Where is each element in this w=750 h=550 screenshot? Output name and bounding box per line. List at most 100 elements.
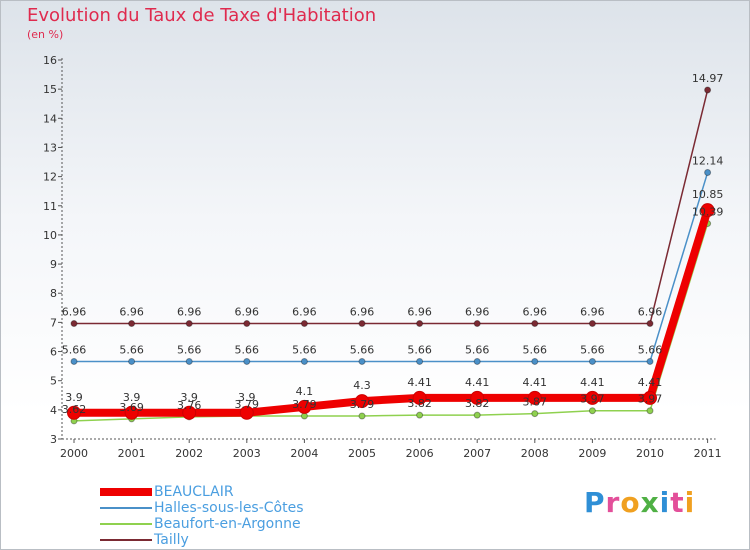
- series-line: [73, 89, 709, 325]
- data-point: [70, 357, 78, 365]
- y-tick-label: 11: [43, 200, 57, 213]
- data-point: [243, 320, 251, 328]
- data-point: [124, 405, 139, 420]
- data-point: [646, 407, 654, 415]
- y-tick-label: 13: [43, 141, 57, 154]
- data-label: 4.41: [407, 376, 432, 389]
- y-tick-label: 7: [50, 316, 57, 329]
- data-label: 4.41: [580, 376, 605, 389]
- data-label: 4.41: [465, 376, 490, 389]
- data-point: [646, 320, 654, 328]
- data-label: 5.66: [119, 343, 144, 356]
- data-label: 12.14: [692, 155, 724, 168]
- data-point: [416, 357, 424, 365]
- data-point: [700, 203, 715, 218]
- data-point: [416, 411, 424, 419]
- series-line: [70, 206, 712, 417]
- legend-label: BEAUCLAIR: [154, 484, 234, 500]
- x-tick-label: 2011: [694, 447, 722, 460]
- data-label: 6.96: [235, 306, 260, 319]
- y-tick-label: 14: [43, 112, 57, 125]
- x-tick-label: 2008: [521, 447, 549, 460]
- data-point: [527, 390, 542, 405]
- data-label: 5.66: [292, 343, 317, 356]
- data-point: [588, 320, 596, 328]
- data-point: [297, 399, 312, 414]
- data-label: 10.39: [692, 206, 724, 219]
- data-label: 3.9: [238, 391, 256, 404]
- data-label: 5.66: [235, 343, 260, 356]
- data-label: 3.79: [350, 398, 375, 411]
- data-label: 5.66: [62, 343, 87, 356]
- data-point: [704, 169, 712, 177]
- series-line: [73, 222, 709, 422]
- x-tick-label: 2000: [60, 447, 88, 460]
- data-label: 6.96: [638, 306, 663, 319]
- data-point: [358, 357, 366, 365]
- data-point: [358, 412, 366, 420]
- chart-subtitle: (en %): [27, 28, 64, 41]
- data-point: [300, 320, 308, 328]
- data-point: [473, 357, 481, 365]
- data-point: [585, 390, 600, 405]
- y-tick-label: 3: [50, 433, 57, 446]
- proxiti-logo: Proxiti: [584, 486, 695, 519]
- logo-letter: P: [584, 486, 606, 519]
- x-tick-label: 2009: [578, 447, 606, 460]
- data-label: 3.9: [65, 391, 83, 404]
- data-point: [470, 390, 485, 405]
- y-tick-label: 15: [43, 83, 57, 96]
- y-tick-label: 9: [50, 258, 57, 271]
- y-tick-label: 8: [50, 287, 57, 300]
- data-point: [588, 357, 596, 365]
- y-tick-label: 16: [43, 54, 57, 67]
- data-label: 6.96: [523, 306, 548, 319]
- y-tick-label: 6: [50, 346, 57, 359]
- data-point: [704, 86, 712, 94]
- data-label: 3.69: [119, 401, 144, 414]
- y-tick-label: 10: [43, 229, 57, 242]
- data-label: 4.1: [296, 385, 314, 398]
- data-label: 3.82: [407, 397, 432, 410]
- data-label: 3.9: [123, 391, 141, 404]
- data-point: [531, 357, 539, 365]
- data-label: 5.66: [580, 343, 605, 356]
- legend-label: Halles-sous-les-Côtes: [154, 500, 304, 516]
- data-point: [300, 357, 308, 365]
- data-point: [67, 405, 81, 420]
- logo-letter: x: [640, 486, 660, 519]
- data-label: 6.96: [177, 306, 202, 319]
- data-point: [185, 357, 193, 365]
- logo-letter: t: [670, 486, 685, 519]
- data-label: 4.41: [638, 376, 663, 389]
- data-label: 3.87: [523, 396, 548, 409]
- data-point: [182, 405, 197, 420]
- data-point: [531, 410, 539, 418]
- data-label: 3.97: [580, 393, 605, 406]
- data-point: [358, 320, 366, 328]
- data-label: 6.96: [350, 306, 375, 319]
- data-label: 4.3: [353, 379, 371, 392]
- data-point: [239, 405, 254, 420]
- logo-letter: i: [684, 486, 696, 519]
- data-point: [355, 394, 369, 409]
- legend-swatch-tailly: [100, 539, 152, 541]
- x-tick-label: 2002: [175, 447, 203, 460]
- data-label: 3.79: [235, 398, 260, 411]
- x-tick-label: 2003: [233, 447, 261, 460]
- y-tick-label: 4: [50, 404, 57, 417]
- logo-letter: r: [605, 486, 621, 519]
- data-label: 3.97: [638, 393, 663, 406]
- data-label: 6.96: [407, 306, 432, 319]
- x-tick-label: 2005: [348, 447, 376, 460]
- data-point: [531, 320, 539, 328]
- logo-letter: o: [620, 486, 641, 519]
- data-label: 14.97: [692, 72, 724, 85]
- data-point: [185, 320, 193, 328]
- data-label: 5.66: [407, 343, 432, 356]
- x-tick-label: 2001: [118, 447, 146, 460]
- data-point: [128, 357, 136, 365]
- data-point: [646, 357, 654, 365]
